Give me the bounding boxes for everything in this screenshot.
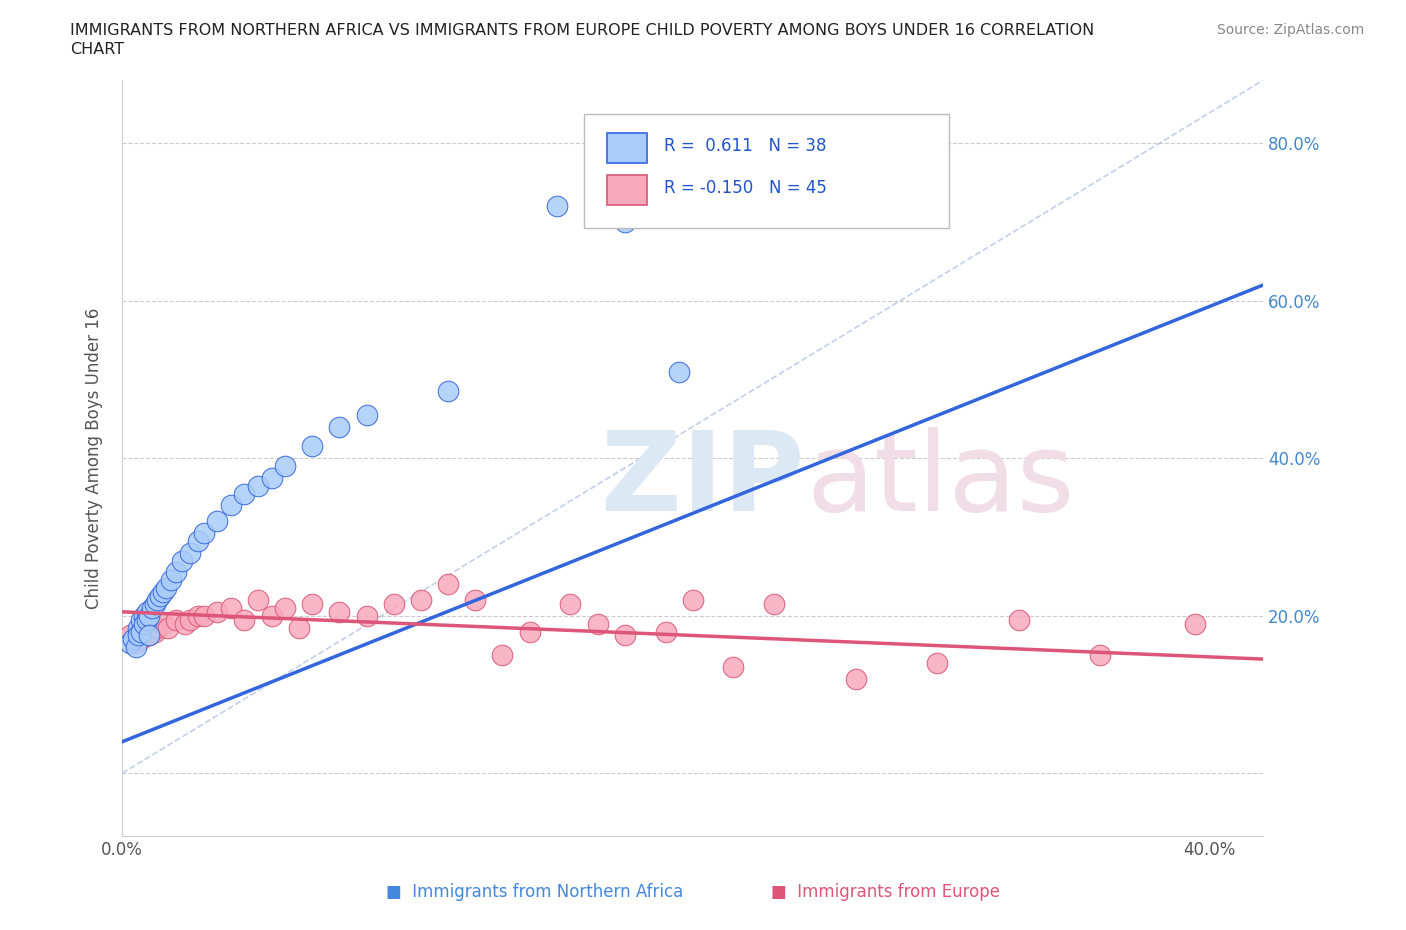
Point — [135, 604, 157, 619]
Point — [135, 628, 157, 643]
Point — [205, 513, 228, 528]
Point — [141, 601, 163, 616]
Point — [152, 585, 174, 600]
Point — [301, 596, 323, 611]
Point — [233, 612, 256, 627]
Point — [233, 486, 256, 501]
Point — [179, 612, 201, 627]
Point — [260, 471, 283, 485]
Point — [141, 620, 163, 635]
Text: atlas: atlas — [807, 428, 1076, 535]
Text: ZIP: ZIP — [602, 428, 804, 535]
Point — [356, 407, 378, 422]
Point — [586, 617, 609, 631]
Point — [613, 628, 636, 643]
Point — [146, 620, 169, 635]
Point — [491, 647, 513, 662]
Point — [274, 601, 297, 616]
Point — [287, 620, 309, 635]
Bar — [607, 175, 647, 205]
Point — [146, 592, 169, 607]
Point — [138, 628, 160, 643]
Point — [127, 628, 149, 643]
Y-axis label: Child Poverty Among Boys Under 16: Child Poverty Among Boys Under 16 — [86, 308, 103, 609]
Point — [187, 608, 209, 623]
Point — [464, 592, 486, 607]
Point — [654, 624, 676, 639]
Point — [723, 659, 745, 674]
Point — [219, 498, 242, 513]
Point — [165, 565, 187, 580]
Point — [124, 640, 146, 655]
Point — [143, 596, 166, 611]
Point — [135, 612, 157, 627]
Point — [260, 608, 283, 623]
Text: Source: ZipAtlas.com: Source: ZipAtlas.com — [1216, 23, 1364, 37]
Point — [437, 577, 460, 591]
Point — [328, 604, 350, 619]
Point — [179, 545, 201, 560]
Text: R = -0.150   N = 45: R = -0.150 N = 45 — [664, 179, 827, 197]
Point — [120, 628, 142, 643]
Point — [193, 608, 215, 623]
Point — [328, 419, 350, 434]
Point — [668, 365, 690, 379]
Point — [152, 617, 174, 631]
Point — [132, 617, 155, 631]
Point — [138, 608, 160, 623]
Point — [173, 617, 195, 631]
Point — [274, 458, 297, 473]
Point — [546, 199, 568, 214]
Point — [170, 553, 193, 568]
Point — [356, 608, 378, 623]
Point — [927, 656, 949, 671]
Point — [560, 596, 582, 611]
Point — [127, 628, 149, 643]
Point — [127, 620, 149, 635]
Point — [132, 608, 155, 623]
Text: ■  Immigrants from Europe: ■ Immigrants from Europe — [772, 884, 1000, 901]
Point — [129, 612, 152, 627]
Point — [382, 596, 405, 611]
Point — [160, 573, 183, 588]
Point — [120, 636, 142, 651]
Point — [129, 624, 152, 639]
FancyBboxPatch shape — [585, 114, 949, 228]
Point — [157, 620, 180, 635]
Point — [122, 632, 145, 647]
Point — [682, 592, 704, 607]
Point — [155, 580, 177, 595]
Point — [1184, 617, 1206, 631]
Text: ■  Immigrants from Northern Africa: ■ Immigrants from Northern Africa — [385, 884, 683, 901]
Point — [193, 525, 215, 540]
Point — [165, 612, 187, 627]
Point — [124, 636, 146, 651]
Point — [409, 592, 432, 607]
Point — [246, 592, 269, 607]
Text: IMMIGRANTS FROM NORTHERN AFRICA VS IMMIGRANTS FROM EUROPE CHILD POVERTY AMONG BO: IMMIGRANTS FROM NORTHERN AFRICA VS IMMIG… — [70, 23, 1094, 38]
Point — [1008, 612, 1031, 627]
Point — [132, 624, 155, 639]
Point — [519, 624, 541, 639]
Point — [763, 596, 786, 611]
Point — [845, 671, 868, 686]
Point — [187, 534, 209, 549]
Bar — [607, 133, 647, 164]
Point — [143, 624, 166, 639]
Point — [138, 628, 160, 643]
Point — [149, 589, 172, 604]
Point — [1090, 647, 1112, 662]
Point — [246, 478, 269, 493]
Text: R =  0.611   N = 38: R = 0.611 N = 38 — [664, 137, 827, 155]
Point — [205, 604, 228, 619]
Point — [219, 601, 242, 616]
Point — [129, 632, 152, 647]
Point — [301, 439, 323, 454]
Point — [613, 215, 636, 230]
Point — [437, 384, 460, 399]
Text: CHART: CHART — [70, 42, 124, 57]
